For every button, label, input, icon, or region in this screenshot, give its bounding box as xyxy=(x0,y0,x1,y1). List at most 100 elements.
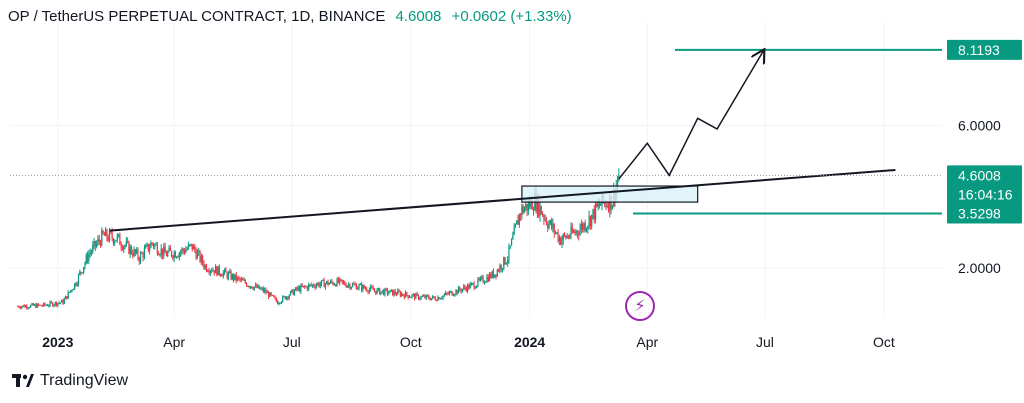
candle-body xyxy=(152,243,155,247)
candle-body xyxy=(177,256,179,258)
support-price-tag-bg xyxy=(947,203,1022,224)
candle-body xyxy=(149,247,151,251)
candle-body xyxy=(168,247,170,252)
candle-body xyxy=(229,271,231,273)
candle-body xyxy=(108,231,111,241)
candle-body xyxy=(132,253,134,256)
candle-body xyxy=(50,301,52,303)
candle-body xyxy=(275,297,277,302)
candle-body xyxy=(457,287,460,294)
candle-body xyxy=(368,289,370,293)
candle-body xyxy=(145,245,147,249)
candle-body xyxy=(243,280,245,282)
footer-brand[interactable]: TradingView xyxy=(12,372,128,390)
candle-body xyxy=(170,250,173,257)
candle-body xyxy=(363,285,365,289)
candle-body xyxy=(359,284,361,286)
candle-body xyxy=(230,271,232,280)
candle-body xyxy=(420,296,422,299)
lightning-icon[interactable]: ⚡ xyxy=(625,291,655,321)
candle-body xyxy=(370,286,372,290)
candle-body xyxy=(616,180,619,186)
candle-body xyxy=(19,307,21,309)
candle-body xyxy=(124,245,126,247)
candle-body xyxy=(297,287,299,290)
candle-body xyxy=(417,294,420,299)
candle-body xyxy=(566,235,568,239)
candle-body xyxy=(373,290,376,292)
candle-body xyxy=(508,246,510,260)
candle-body xyxy=(182,248,184,251)
candle-body xyxy=(598,203,601,206)
candle-body xyxy=(214,266,217,274)
candle-body xyxy=(446,292,448,294)
x-tick-label: Jul xyxy=(283,334,301,350)
candle-body xyxy=(569,236,571,238)
candle-body xyxy=(234,274,236,280)
candle-body xyxy=(430,298,433,301)
candle-body xyxy=(306,286,308,290)
candle-body xyxy=(562,234,564,241)
candle-body xyxy=(30,305,32,308)
candle-body xyxy=(558,237,560,241)
candle-body xyxy=(491,271,493,278)
candle-body xyxy=(59,302,62,304)
candle-body xyxy=(296,287,298,290)
candle-body xyxy=(161,248,164,256)
candle-body xyxy=(355,284,358,290)
candle-body xyxy=(159,254,161,256)
candle-body xyxy=(111,232,113,239)
candle-body xyxy=(477,278,479,286)
candle-body xyxy=(117,234,120,236)
trendline xyxy=(109,169,896,232)
candle-body xyxy=(341,279,343,282)
candle-body xyxy=(172,256,174,259)
candle-body xyxy=(551,220,553,229)
y-tick-label: 6.0000 xyxy=(958,117,1001,133)
candle-body xyxy=(607,205,610,212)
candle-body xyxy=(191,243,193,250)
candle-body xyxy=(357,288,359,290)
candle-body xyxy=(255,284,257,287)
candle-body xyxy=(278,303,280,305)
candle-body xyxy=(331,280,333,283)
candle-body xyxy=(437,297,439,301)
candle-body xyxy=(584,223,586,231)
candle-body xyxy=(526,204,528,211)
candle-body xyxy=(463,286,465,289)
candle-body xyxy=(532,209,535,211)
candle-body xyxy=(134,249,136,254)
candle-body xyxy=(123,246,125,250)
chart-header: OP / TetherUS PERPETUAL CONTRACT, 1D, BI… xyxy=(8,8,572,25)
candle-body xyxy=(289,291,292,296)
candle-body xyxy=(576,230,579,234)
candle-body xyxy=(376,289,378,294)
candle-body xyxy=(382,290,385,295)
candle-body xyxy=(423,295,425,297)
candle-body xyxy=(114,241,116,244)
candle-body xyxy=(329,280,332,284)
candle-body xyxy=(94,241,96,247)
candle-body xyxy=(552,223,554,229)
candle-body xyxy=(169,247,171,251)
candle-body xyxy=(305,286,307,288)
candle-body xyxy=(173,252,175,259)
last-price-tag-bg xyxy=(947,165,1022,186)
candle-body xyxy=(287,296,289,299)
candle-body xyxy=(518,214,520,225)
candle-body xyxy=(540,206,542,215)
candle-body xyxy=(280,301,283,304)
candle-body xyxy=(258,285,261,290)
x-tick-label: Apr xyxy=(163,334,185,350)
candle-body xyxy=(322,279,324,281)
candle-body xyxy=(39,304,41,306)
candle-body xyxy=(398,290,400,292)
candle-body xyxy=(597,203,599,207)
candle-body xyxy=(89,252,91,254)
candle-body xyxy=(505,262,507,265)
x-tick-label: Oct xyxy=(873,334,895,350)
candle-body xyxy=(428,296,430,299)
candle-body xyxy=(461,288,464,292)
candle-body xyxy=(466,284,469,291)
